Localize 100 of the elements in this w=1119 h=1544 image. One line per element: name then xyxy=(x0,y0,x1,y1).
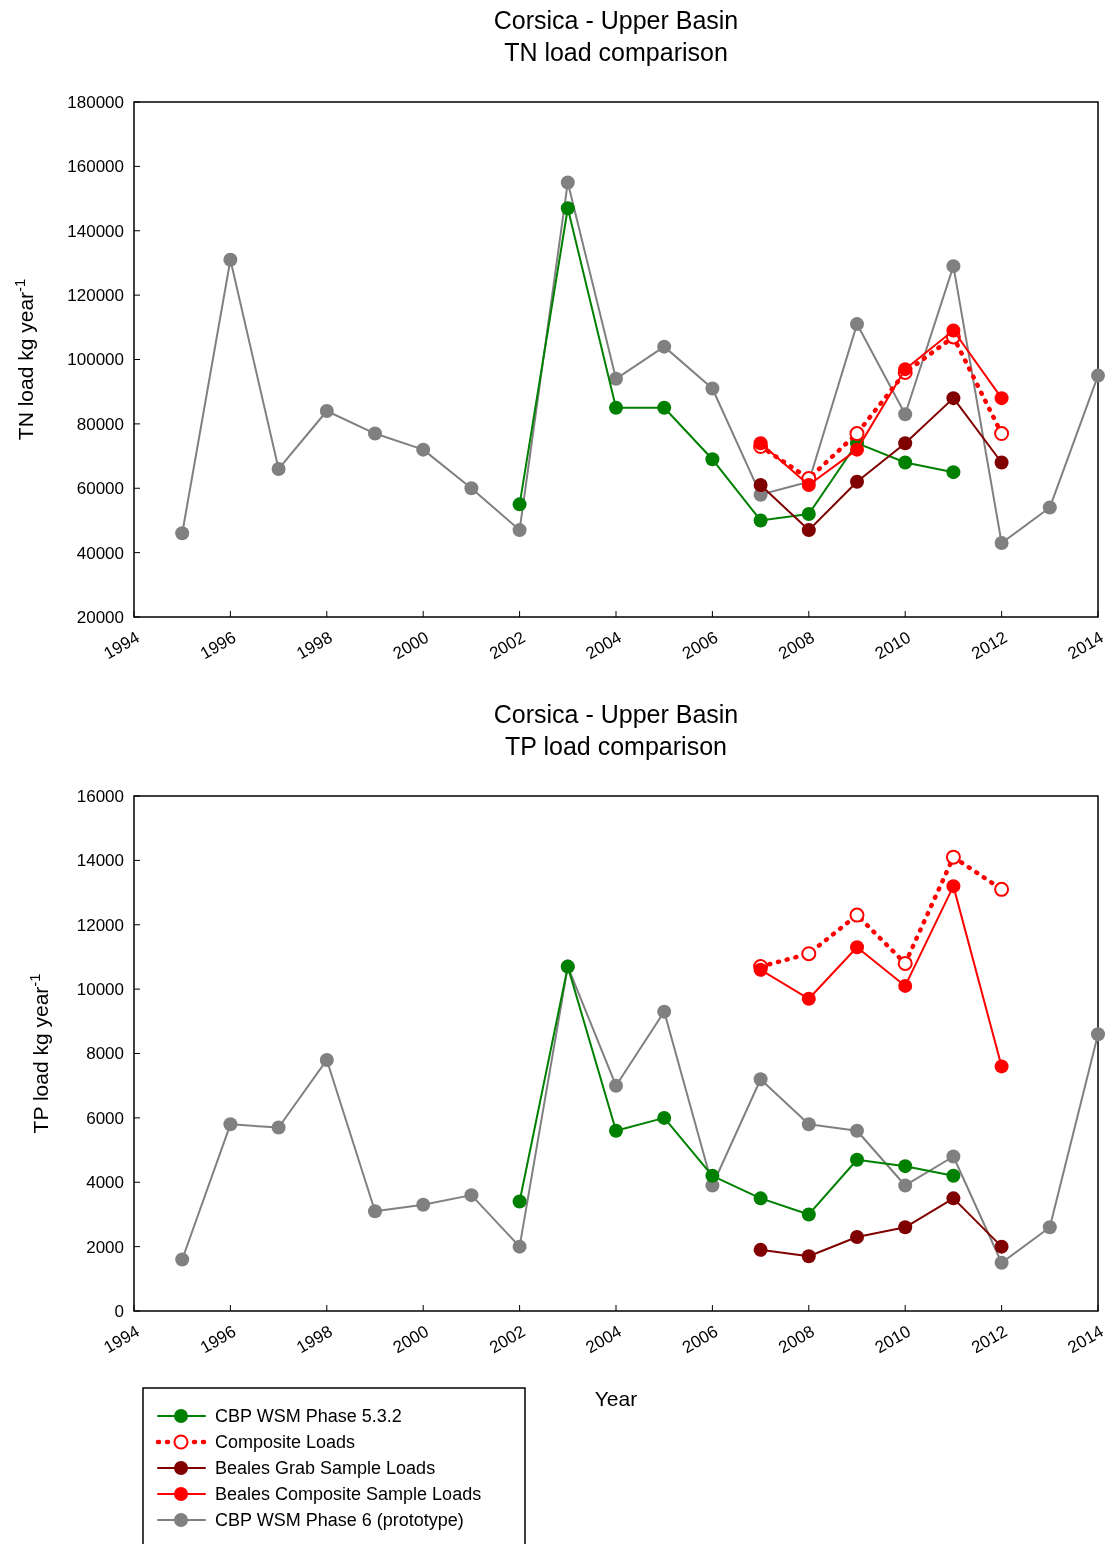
x-tick-label: 2004 xyxy=(582,627,625,664)
x-tick-label: 2010 xyxy=(871,627,914,664)
point xyxy=(223,1117,238,1132)
point xyxy=(1042,1220,1057,1235)
point xyxy=(850,1152,864,1167)
point xyxy=(1091,368,1105,383)
point xyxy=(416,442,431,457)
point xyxy=(1042,500,1057,515)
point xyxy=(1091,1027,1105,1042)
point xyxy=(994,426,1010,442)
point xyxy=(657,1110,672,1125)
point xyxy=(705,381,720,396)
point xyxy=(801,1117,816,1132)
point xyxy=(753,513,768,528)
point xyxy=(368,426,382,441)
x-axis-title: Year xyxy=(594,1387,638,1410)
point xyxy=(512,1194,527,1209)
point xyxy=(801,1249,816,1264)
point xyxy=(464,481,479,496)
point xyxy=(271,1120,286,1135)
point xyxy=(705,1168,720,1183)
point xyxy=(898,978,913,993)
point xyxy=(994,391,1009,406)
x-tick-label: 1994 xyxy=(100,627,143,664)
point xyxy=(753,478,768,493)
point xyxy=(512,497,527,512)
point xyxy=(850,1229,864,1244)
point xyxy=(801,946,817,962)
point xyxy=(898,1159,913,1174)
point xyxy=(801,478,816,493)
point xyxy=(898,1178,913,1193)
point xyxy=(946,1149,961,1164)
y-tick-label: 180000 xyxy=(67,92,124,112)
point xyxy=(801,523,816,538)
point xyxy=(946,391,961,406)
x-tick-label: 2012 xyxy=(968,627,1011,664)
point xyxy=(657,339,672,354)
x-tick-label: 2006 xyxy=(678,627,722,664)
point xyxy=(850,317,864,332)
point xyxy=(850,442,864,457)
point xyxy=(416,1197,431,1212)
x-tick-label: 2002 xyxy=(486,627,529,664)
x-tick-label: 2014 xyxy=(1064,627,1107,664)
point xyxy=(994,535,1009,550)
legend-label: CBP WSM Phase 5.3.2 xyxy=(215,1406,402,1427)
point xyxy=(753,1242,768,1257)
x-tick-label: 1994 xyxy=(100,1321,143,1358)
point xyxy=(898,436,913,451)
legend-label: Beales Composite Sample Loads xyxy=(215,1484,482,1505)
y-tick-label: 20000 xyxy=(76,607,124,627)
legend-label: Composite Loads xyxy=(215,1432,356,1453)
x-tick-label: 2008 xyxy=(775,627,818,664)
y-tick-label: 0 xyxy=(114,1301,124,1321)
point xyxy=(946,465,961,480)
point xyxy=(946,1168,961,1183)
point xyxy=(994,1059,1009,1074)
point xyxy=(945,849,961,865)
point xyxy=(801,507,816,521)
point xyxy=(994,455,1009,470)
point xyxy=(705,452,720,467)
point xyxy=(994,1239,1009,1254)
point xyxy=(560,175,575,190)
y-tick-label: 100000 xyxy=(67,350,124,370)
x-tick-label: 1998 xyxy=(293,627,336,664)
point xyxy=(609,1123,623,1138)
y-tick-label: 16000 xyxy=(76,786,124,806)
y-tick-label: 6000 xyxy=(86,1108,124,1128)
point xyxy=(175,526,190,541)
point xyxy=(319,1052,334,1067)
chart-title: Corsica - Upper Basin TN load comparison xyxy=(493,6,739,66)
y-tick-label: 4000 xyxy=(86,1173,124,1193)
point xyxy=(946,323,961,338)
point xyxy=(223,252,238,267)
point xyxy=(850,940,864,955)
y-tick-label: 140000 xyxy=(67,221,124,241)
chart-title: Corsica - Upper Basin TP load comparison xyxy=(493,700,739,760)
point xyxy=(898,407,913,422)
point xyxy=(898,455,913,470)
x-tick-label: 2006 xyxy=(678,1321,722,1358)
x-tick-label: 2004 xyxy=(582,1321,625,1358)
legend-label: CBP WSM Phase 6 (prototype) xyxy=(215,1510,464,1531)
point xyxy=(271,461,286,476)
y-tick-label: 60000 xyxy=(76,479,124,499)
point xyxy=(849,907,865,923)
point xyxy=(609,400,623,415)
y-tick-label: 2000 xyxy=(86,1237,124,1257)
y-tick-label: 40000 xyxy=(76,543,124,563)
y-tick-label: 120000 xyxy=(67,286,124,306)
point xyxy=(801,1207,816,1222)
x-tick-label: 2014 xyxy=(1064,1321,1107,1358)
point xyxy=(946,879,961,894)
point xyxy=(609,371,623,386)
x-tick-label: 2008 xyxy=(775,1321,818,1358)
point xyxy=(657,1004,672,1019)
y-tick-label: 80000 xyxy=(76,414,124,434)
point xyxy=(850,474,864,489)
point xyxy=(801,991,816,1006)
x-tick-label: 2012 xyxy=(968,1321,1011,1358)
point xyxy=(657,400,672,415)
point xyxy=(897,955,913,971)
